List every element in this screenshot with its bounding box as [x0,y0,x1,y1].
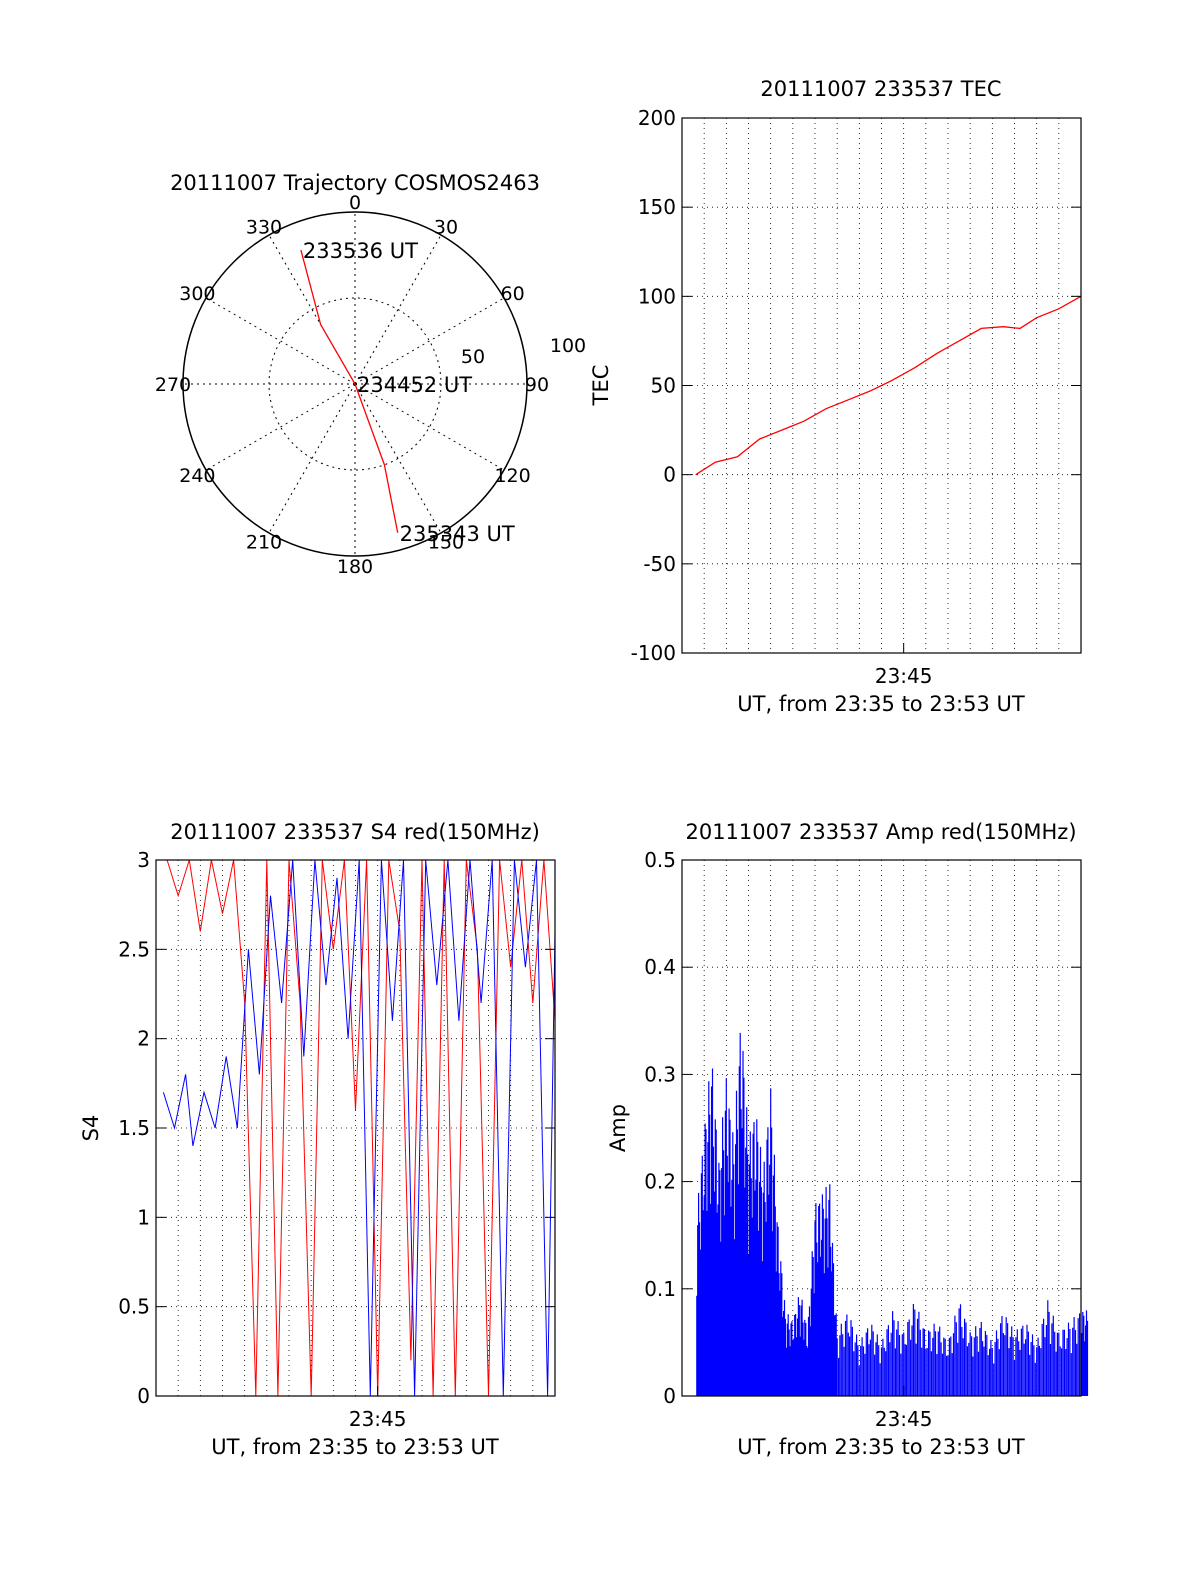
s4-title: 20111007 233537 S4 red(150MHz) [170,820,540,844]
tec-y-axis-label: TEC [589,365,613,407]
amp-y-axis-label: Amp [606,1104,630,1152]
y-tick-label: 0.4 [644,955,676,979]
tec-x-ticks: 23:45 [875,643,933,688]
y-tick-label: 2.5 [118,937,150,961]
radial-tick-label: 100 [550,335,586,357]
amp-series-bars [696,1032,1089,1396]
trajectory-time-label: 235343 UT [400,522,515,546]
polar-angle-label: 330 [246,216,282,238]
polar-angle-label: 0 [349,192,361,214]
tec-series-line [695,295,1082,476]
polar-angle-label: 30 [434,216,458,238]
amp-x-ticks: 23:45 [875,1386,933,1431]
s4-panel: 20111007 233537 S4 red(150MHz) 0 0.5 1 1.5 2… [79,820,556,1459]
x-tick-label: 23:45 [875,664,933,688]
y-tick-label: 0.5 [644,848,676,872]
polar-angle-label: 60 [501,283,525,305]
polar-spoke [354,383,505,471]
polar-spoke [354,234,442,385]
polar-angle-label: 300 [179,283,215,305]
y-tick-label: 50 [651,374,676,398]
polar-angle-label: 180 [337,556,373,578]
s4-x-ticks: 23:45 [349,1386,407,1431]
polar-grid [182,211,528,557]
polar-angle-labels: 0 30 60 90 120 150 180 210 240 270 300 330 [155,192,549,578]
polar-angle-label: 270 [155,374,191,396]
y-tick-label: -100 [631,641,676,665]
polar-spoke [205,383,356,471]
y-tick-label: 3 [137,848,150,872]
s4-y-ticks: 0 0.5 1 1.5 2 2.5 3 [118,848,555,1408]
s4-red-series-line [166,859,556,1397]
tec-y-ticks: -100 -50 0 50 100 150 200 [631,106,1081,665]
polar-angle-label: 240 [179,465,215,487]
polar-panel: 20111007 Trajectory COSMOS2463 0 30 60 90 12… [155,171,586,578]
y-tick-label: 0.2 [644,1170,676,1194]
tec-x-axis-label: UT, from 23:35 to 23:53 UT [737,692,1025,716]
x-tick-label: 23:45 [875,1407,933,1431]
y-tick-label: 200 [638,106,676,130]
y-tick-label: 1.5 [118,1116,150,1140]
polar-angle-label: 90 [525,374,549,396]
polar-angle-label: 150 [428,532,464,554]
y-tick-label: 100 [638,284,676,308]
tec-title: 20111007 233537 TEC [760,77,1001,101]
amp-x-axis-label: UT, from 23:35 to 23:53 UT [737,1435,1025,1459]
y-tick-label: 0 [663,463,676,487]
trajectory-time-label: 233536 UT [303,239,418,263]
y-tick-label: 0.3 [644,1062,676,1086]
s4-x-axis-label: UT, from 23:35 to 23:53 UT [211,1435,499,1459]
trajectory-labels: 233536 UT 234452 UT 235343 UT [303,239,515,546]
y-tick-label: 0 [663,1384,676,1408]
y-tick-label: 0 [137,1384,150,1408]
trajectory-line [300,249,399,533]
radial-tick-label: 50 [461,346,485,368]
polar-spoke [354,297,505,385]
y-tick-label: 0.5 [118,1295,150,1319]
polar-angle-label: 210 [246,532,282,554]
y-tick-label: 1 [137,1205,150,1229]
y-tick-label: -50 [643,552,676,576]
polar-spoke [268,383,356,534]
polar-outer-circle [182,211,528,557]
polar-angle-label: 120 [494,465,530,487]
polar-title: 20111007 Trajectory COSMOS2463 [170,171,540,195]
tec-panel: 20111007 233537 TEC -100-50050100150200 … [589,77,1082,716]
x-tick-label: 23:45 [349,1407,407,1431]
y-tick-label: 0.1 [644,1277,676,1301]
s4-grid [155,860,556,1396]
s4-y-axis-label: S4 [79,1115,103,1142]
trajectory-time-label: 234452 UT [357,373,472,397]
polar-spoke [354,383,442,534]
y-tick-label: 2 [137,1027,150,1051]
polar-spoke [205,297,356,385]
polar-spoke [268,234,356,385]
amp-title: 20111007 233537 Amp red(150MHz) [685,820,1076,844]
amp-y-ticks: 0 0.1 0.2 0.3 0.4 0.5 [644,848,1081,1408]
amp-panel: 20111007 233537 Amp red(150MHz) 00.10.20… [606,820,1089,1459]
y-tick-label: 150 [638,195,676,219]
amp-plot-frame [681,859,1082,1397]
